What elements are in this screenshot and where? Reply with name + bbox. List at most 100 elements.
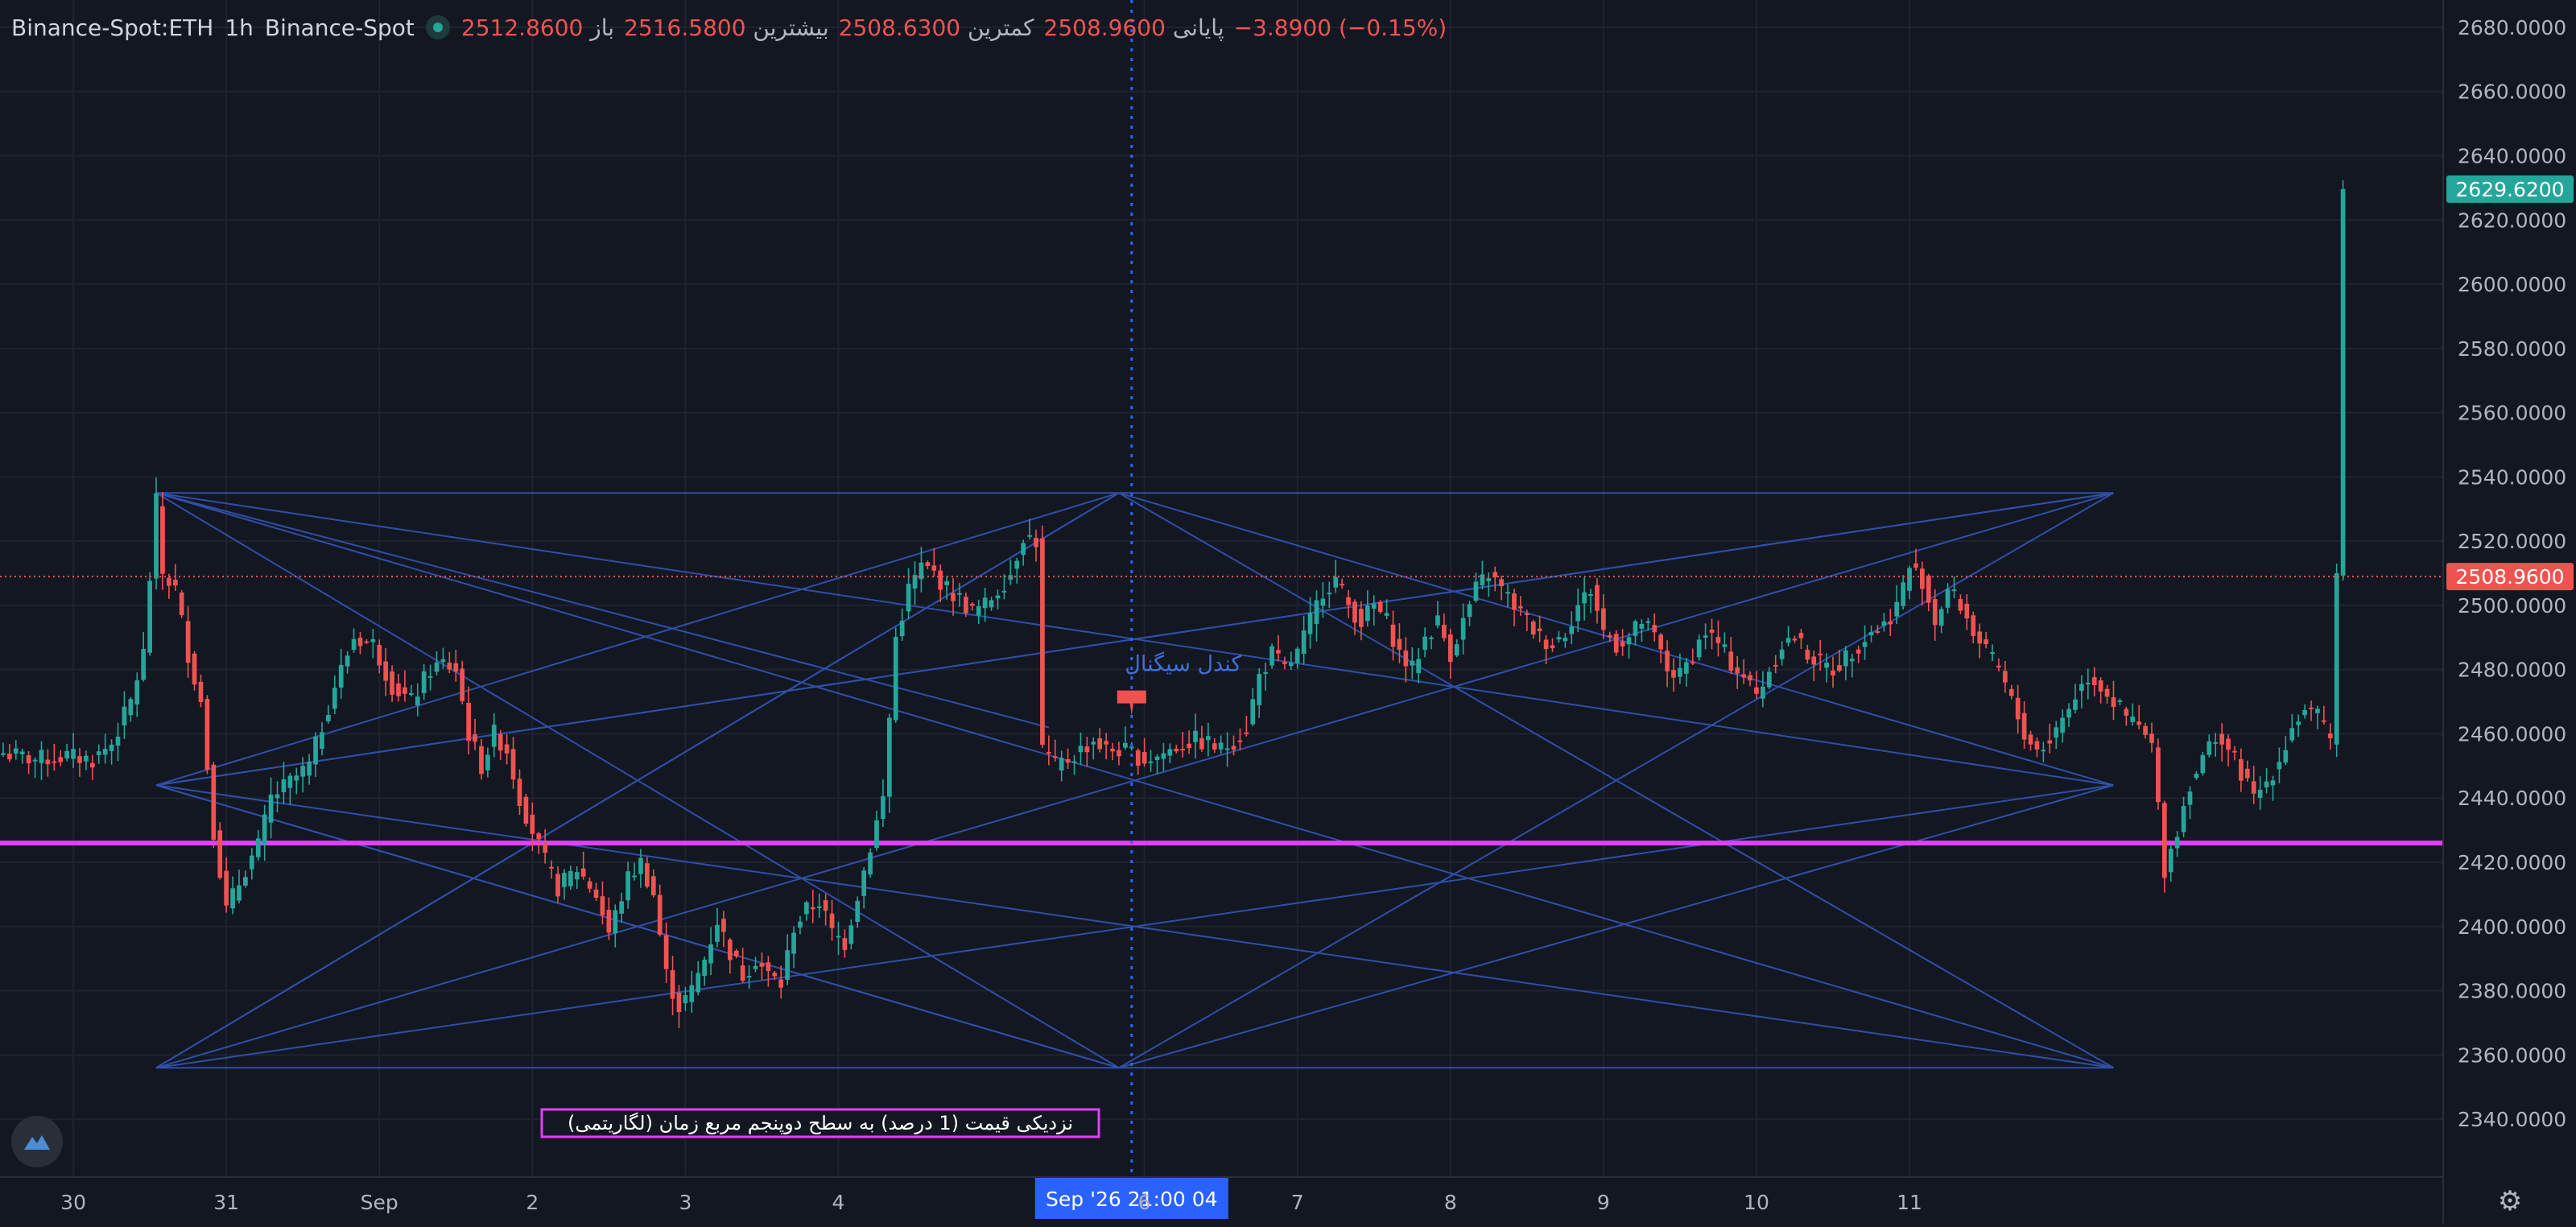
- candle-body: [160, 506, 165, 574]
- candle-body: [147, 580, 152, 653]
- candle-body: [2130, 717, 2136, 722]
- candle-body: [2264, 781, 2269, 788]
- candle-body: [1340, 584, 1345, 586]
- candle-body: [1307, 613, 1313, 634]
- candle-body: [1652, 625, 1657, 633]
- trend-line: [155, 492, 1050, 729]
- candle-body: [1811, 656, 1817, 665]
- candle-body: [26, 755, 31, 764]
- candle-body: [1123, 742, 1128, 748]
- candle-body: [1837, 665, 1842, 671]
- price-tick-label: 2600.0000: [2458, 273, 2566, 296]
- candle-body: [1148, 761, 1154, 763]
- candle-body: [1792, 638, 1798, 641]
- candle-body: [1480, 574, 1485, 586]
- candle-body: [1071, 761, 1077, 763]
- candle-body: [2143, 725, 2148, 735]
- candle-body: [52, 761, 57, 763]
- candle-body: [969, 603, 975, 606]
- reference-price-label: 2508.9600: [2455, 565, 2564, 589]
- symbol-name[interactable]: Binance-Spot:ETH: [11, 14, 214, 41]
- candle-body: [1818, 653, 1823, 655]
- candle-body: [1748, 675, 1752, 681]
- candle-body: [1250, 699, 1256, 725]
- candle-body: [2251, 781, 2256, 794]
- candle-body: [102, 749, 108, 755]
- candle-body: [536, 833, 542, 840]
- reference-price-badge: [2446, 563, 2574, 591]
- candle-body: [1460, 618, 1466, 640]
- candle-body: [1512, 593, 1517, 610]
- candle-body: [1301, 630, 1307, 655]
- candle-body: [1703, 635, 1708, 638]
- candle-body: [1556, 637, 1562, 640]
- candle-body: [1843, 650, 1848, 667]
- candle-body: [453, 663, 459, 672]
- candle-body: [1416, 659, 1422, 673]
- candle-body: [766, 962, 771, 971]
- price-tick-label: 2340.0000: [2458, 1108, 2566, 1131]
- candle-body: [19, 751, 25, 754]
- candle-body: [1364, 605, 1370, 622]
- candle-body: [211, 764, 217, 841]
- candle-body: [1, 753, 6, 755]
- candle-body: [683, 994, 688, 1004]
- candle-body: [7, 754, 12, 760]
- last-price-badge: [2446, 175, 2574, 203]
- price-tick-label: 2520.0000: [2458, 530, 2566, 553]
- candle-body: [1161, 753, 1166, 759]
- candle-body: [1543, 639, 1549, 650]
- candle-body: [1913, 563, 1918, 568]
- candle-body: [2289, 728, 2295, 741]
- candle-body: [115, 736, 121, 746]
- candle-body: [128, 699, 134, 716]
- candle-body: [568, 871, 573, 886]
- candle-body: [721, 919, 726, 932]
- candle-body: [1601, 608, 1606, 630]
- candle-body: [2041, 750, 2046, 752]
- candle-body: [613, 910, 618, 934]
- settings-gear-icon[interactable]: ⚙: [2497, 1185, 2523, 1217]
- candle-body: [1709, 629, 1715, 633]
- candle-body: [466, 703, 471, 742]
- candle-body: [1027, 535, 1032, 537]
- high-label: بیشترین: [753, 14, 829, 41]
- time-tick-label: 2: [526, 1191, 539, 1214]
- candle-body: [1741, 674, 1746, 678]
- candle-body: [1951, 589, 1957, 592]
- candle-body: [1333, 576, 1339, 588]
- candle-body: [1690, 662, 1695, 664]
- price-tick-label: 2500.0000: [2458, 594, 2566, 618]
- candle-body: [1984, 639, 1988, 645]
- time-tick-label: 3: [679, 1191, 691, 1214]
- candle-body: [1052, 756, 1058, 758]
- price-tick-label: 2480.0000: [2458, 659, 2566, 682]
- candle-body: [2213, 742, 2219, 744]
- low-label: کمترین: [967, 14, 1034, 41]
- open-label: باز: [590, 14, 615, 41]
- candle-body: [275, 794, 280, 799]
- candle-body: [421, 671, 427, 693]
- candle-body: [497, 733, 503, 751]
- trend-line: [155, 784, 2114, 1069]
- candle-body: [2136, 721, 2142, 725]
- candle-body: [262, 814, 267, 845]
- candle-body: [415, 696, 420, 705]
- exchange-label: Binance-Spot: [264, 14, 415, 41]
- candle-body: [2091, 677, 2097, 686]
- candle-body: [1779, 649, 1785, 659]
- close-value: 2508.9600: [1043, 14, 1166, 41]
- last-price-label: 2629.6200: [2455, 178, 2564, 201]
- candle-body: [1410, 660, 1415, 666]
- interval-label[interactable]: 1h: [225, 14, 254, 41]
- candle-body: [32, 759, 38, 762]
- candle-body: [912, 575, 918, 589]
- time-tick-label: 31: [213, 1191, 239, 1214]
- candle-body: [1091, 742, 1096, 745]
- trend-line: [155, 492, 2114, 787]
- candle-body: [1926, 575, 1931, 603]
- tradingview-logo-icon[interactable]: [11, 1116, 63, 1167]
